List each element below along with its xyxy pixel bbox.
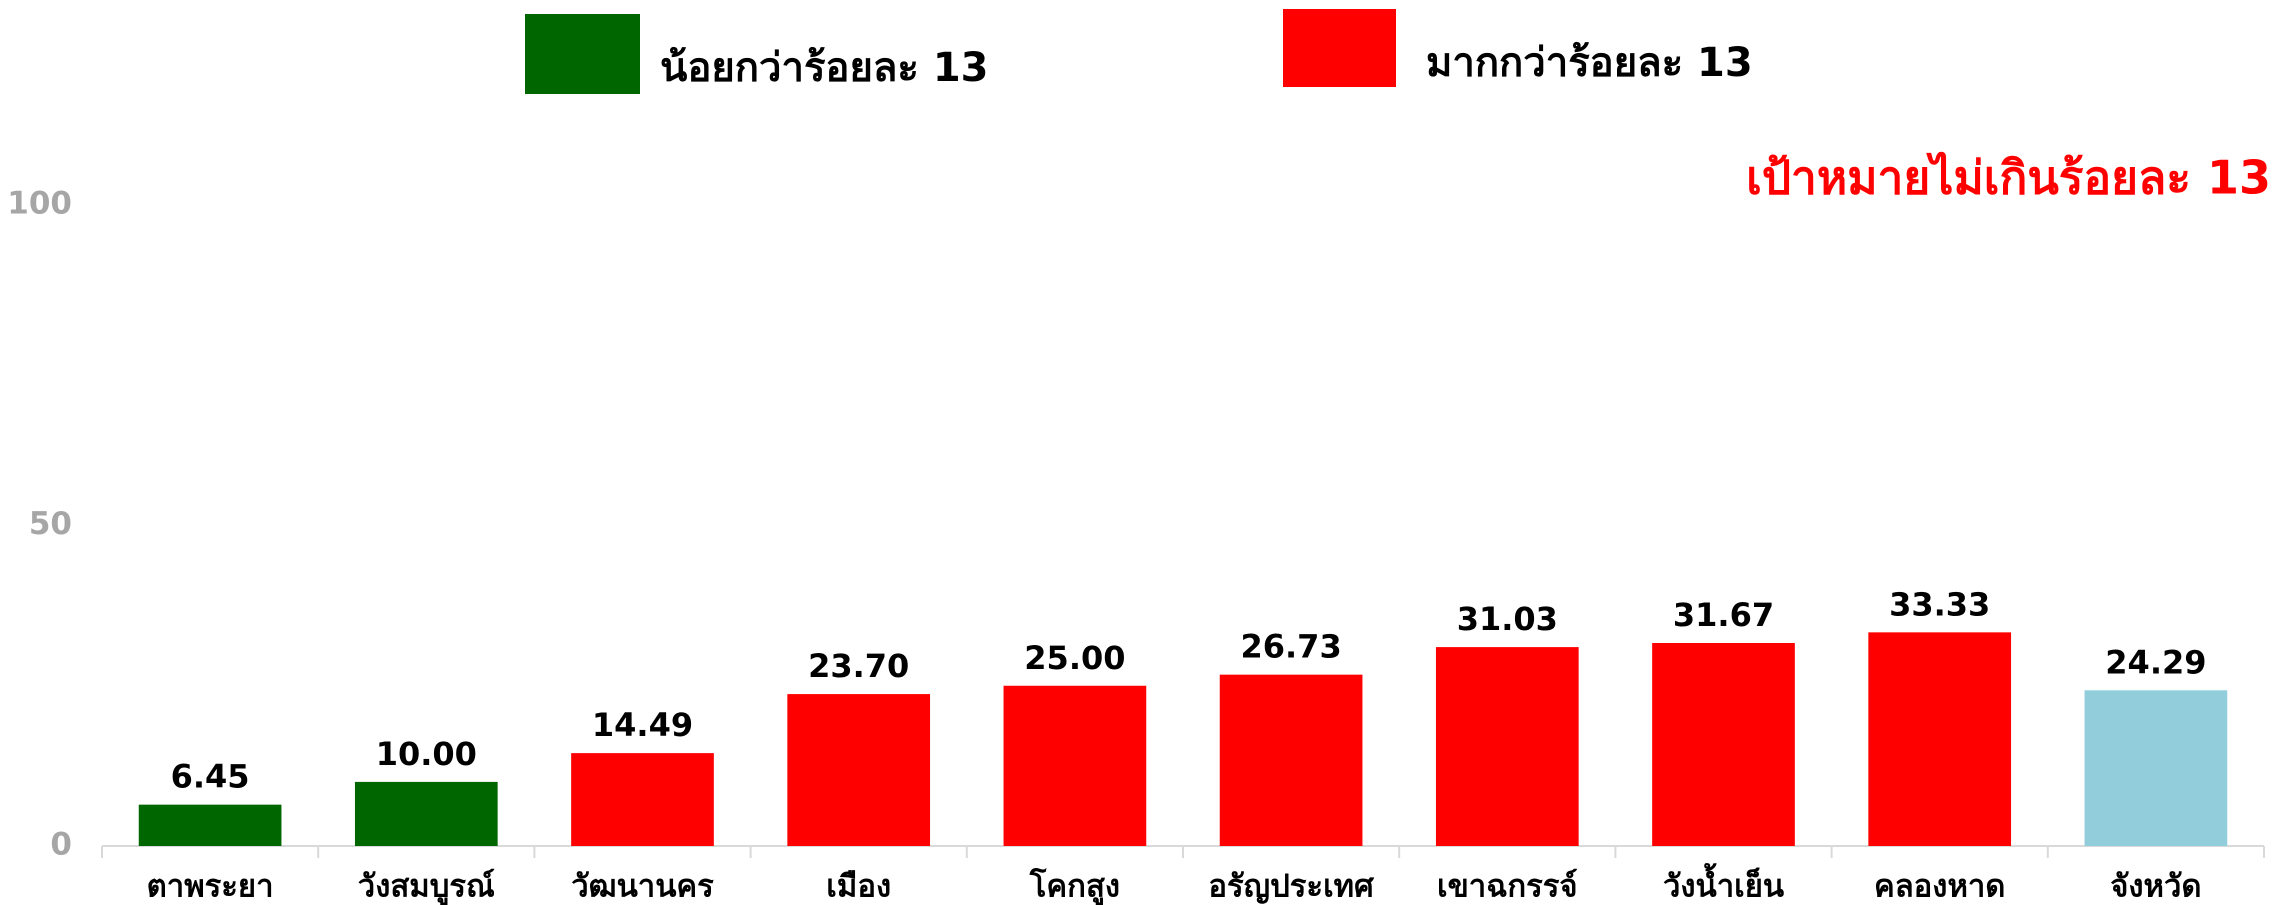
value-label: 14.49	[592, 706, 693, 744]
bar	[1652, 642, 1795, 846]
value-label: 33.33	[1889, 585, 1990, 623]
legend-label: มากกว่าร้อยละ 13	[1426, 40, 1753, 86]
y-tick-label: 50	[29, 506, 72, 542]
bar	[1219, 674, 1363, 846]
value-label: 6.45	[171, 758, 250, 796]
bar	[1868, 632, 2012, 846]
x-tick-label: โคกสูง	[1029, 868, 1120, 905]
x-tick-label: จังหวัด	[2110, 869, 2201, 905]
bar	[787, 694, 931, 846]
x-tick-label: คลองหาด	[1874, 869, 2005, 905]
bar	[354, 781, 498, 846]
value-label: 31.03	[1457, 600, 1558, 638]
value-label: 26.73	[1240, 628, 1341, 666]
y-tick-label: 0	[50, 827, 72, 863]
bar	[138, 804, 282, 846]
x-tick-label: อรัญประเทศ	[1208, 869, 1375, 905]
bar	[2084, 690, 2228, 846]
value-label: 24.29	[2105, 643, 2206, 681]
x-tick-label: วัฒนานคร	[571, 869, 714, 905]
x-tick-label: เขาฉกรรจ์	[1437, 869, 1578, 905]
bar	[571, 753, 714, 846]
legend-swatch	[1283, 9, 1396, 87]
x-tick-label: วังสมบูรณ์	[358, 869, 495, 905]
value-label: 10.00	[376, 735, 477, 773]
legend-label: น้อยกว่าร้อยละ 13	[660, 45, 988, 91]
x-tick-label: ตาพระยา	[147, 869, 274, 905]
bar	[1003, 685, 1147, 846]
annotation: เป้าหมายไม่เกินร้อยละ 13	[1746, 151, 2271, 205]
value-label: 23.70	[808, 647, 909, 685]
x-tick-label: วังน้ำเย็น	[1663, 863, 1784, 905]
x-tick-label: เมือง	[826, 869, 891, 905]
y-tick-label: 100	[7, 186, 72, 222]
bar	[1435, 647, 1579, 846]
value-label: 25.00	[1024, 639, 1125, 677]
legend-swatch	[525, 14, 640, 94]
value-label: 31.67	[1673, 596, 1774, 634]
